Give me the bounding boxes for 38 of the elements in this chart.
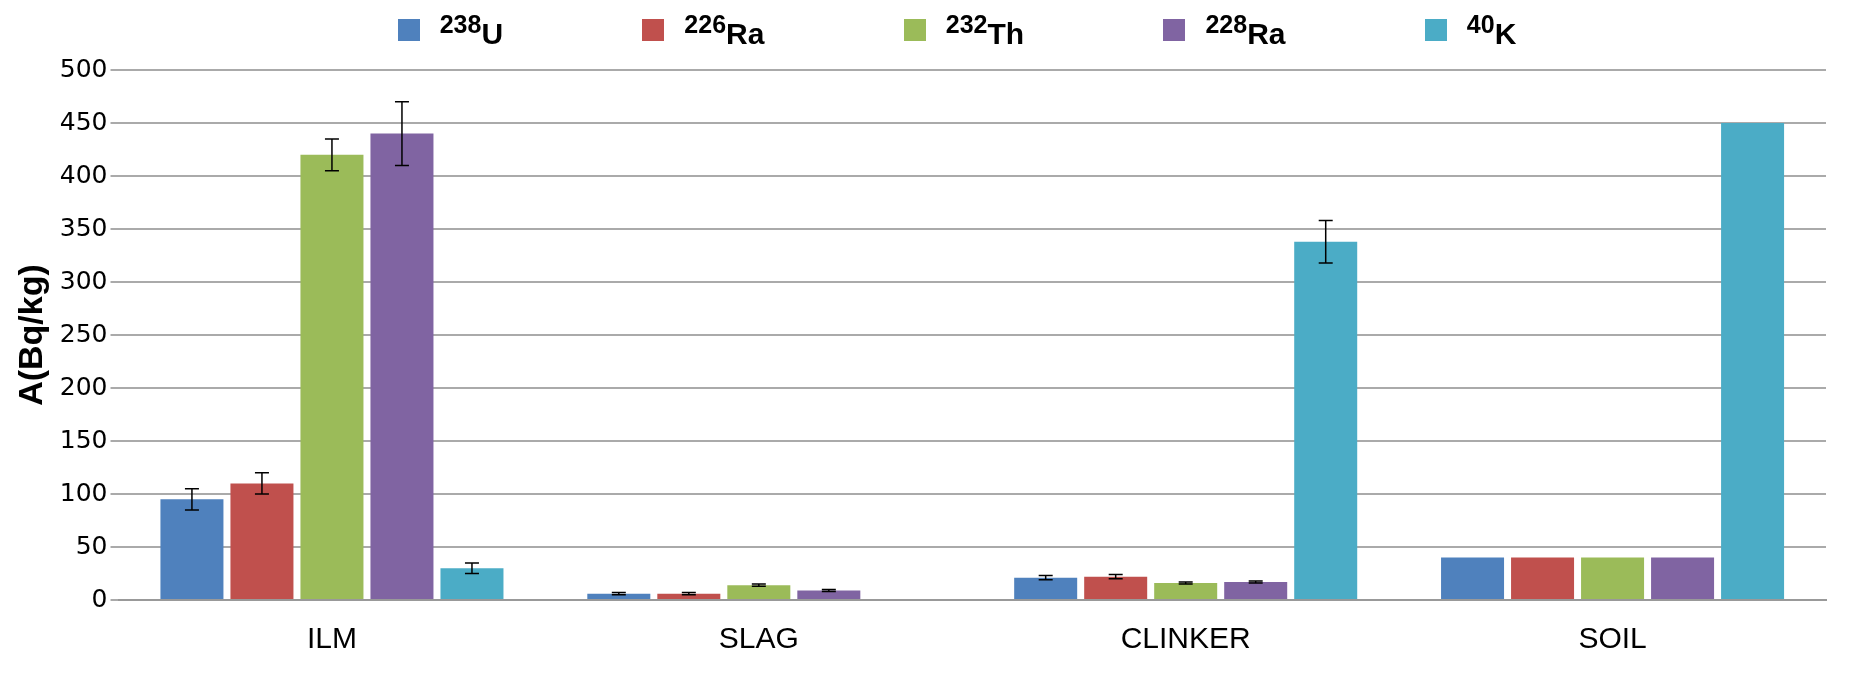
x-tick-label: ILM bbox=[306, 621, 357, 655]
bar bbox=[1441, 557, 1505, 599]
legend-label: $^{238}$U bbox=[439, 9, 504, 51]
bar bbox=[1294, 241, 1358, 599]
bar bbox=[370, 133, 434, 599]
y-tick-label: 150 bbox=[59, 424, 108, 454]
bar bbox=[1651, 557, 1715, 599]
x-tick-label: SLAG bbox=[718, 621, 799, 655]
bar bbox=[300, 154, 364, 599]
bar bbox=[1084, 576, 1148, 599]
bar bbox=[727, 585, 791, 599]
y-tick-label: 0 bbox=[91, 583, 108, 613]
bar bbox=[230, 483, 294, 599]
bar bbox=[440, 568, 504, 599]
bar bbox=[1511, 557, 1575, 599]
bar bbox=[1721, 123, 1785, 599]
bar bbox=[1224, 581, 1288, 599]
y-tick-label: 200 bbox=[59, 371, 108, 401]
bar bbox=[1581, 557, 1645, 599]
y-tick-label: 250 bbox=[59, 318, 108, 348]
legend-label: $^{232}$Th bbox=[945, 9, 1025, 51]
legend-label: $^{226}$Ra bbox=[684, 9, 765, 51]
y-axis-title: A(Bq/kg) bbox=[10, 264, 49, 406]
legend-label: $^{228}$Ra bbox=[1205, 9, 1286, 51]
y-tick-label: 50 bbox=[75, 530, 108, 560]
y-tick-label: 500 bbox=[59, 53, 108, 83]
y-tick-label: 100 bbox=[59, 477, 108, 507]
y-tick-label: 350 bbox=[59, 212, 108, 242]
bar bbox=[1154, 583, 1218, 599]
x-tick-label: CLINKER bbox=[1120, 621, 1251, 655]
x-tick-label: SOIL bbox=[1578, 621, 1647, 655]
bar bbox=[797, 590, 861, 599]
bar bbox=[160, 499, 224, 599]
y-tick-label: 400 bbox=[59, 159, 108, 189]
bar bbox=[1014, 577, 1078, 599]
legend-label: $^{40}$K bbox=[1466, 9, 1517, 51]
y-tick-label: 300 bbox=[59, 265, 108, 295]
y-tick-label: 450 bbox=[59, 106, 108, 136]
